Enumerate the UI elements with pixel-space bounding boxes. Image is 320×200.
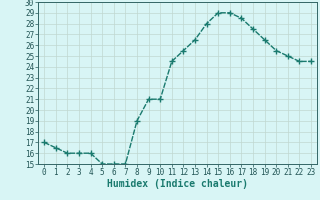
X-axis label: Humidex (Indice chaleur): Humidex (Indice chaleur)	[107, 179, 248, 189]
